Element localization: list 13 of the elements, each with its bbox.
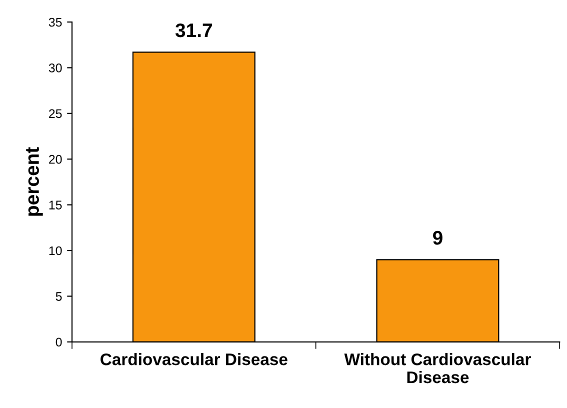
data-label: 9 — [432, 230, 442, 245]
y-tick-label: 15 — [49, 200, 62, 210]
x-tick-label: Without Cardiovascular Disease — [344, 353, 531, 384]
y-tick-label: 35 — [48, 18, 62, 27]
y-tick-label: 20 — [49, 154, 62, 164]
y-tick-label: 0 — [56, 338, 62, 347]
y-tick-label: 30 — [48, 64, 62, 72]
y-tick-label: 10 — [49, 246, 62, 256]
y-tick-label: 5 — [56, 292, 62, 301]
y-tick-label: 25 — [49, 109, 62, 118]
data-label: 31.7 — [175, 23, 212, 38]
x-tick-label: Cardiovascular Disease — [100, 353, 288, 366]
y-axis-title: percent — [26, 147, 43, 216]
